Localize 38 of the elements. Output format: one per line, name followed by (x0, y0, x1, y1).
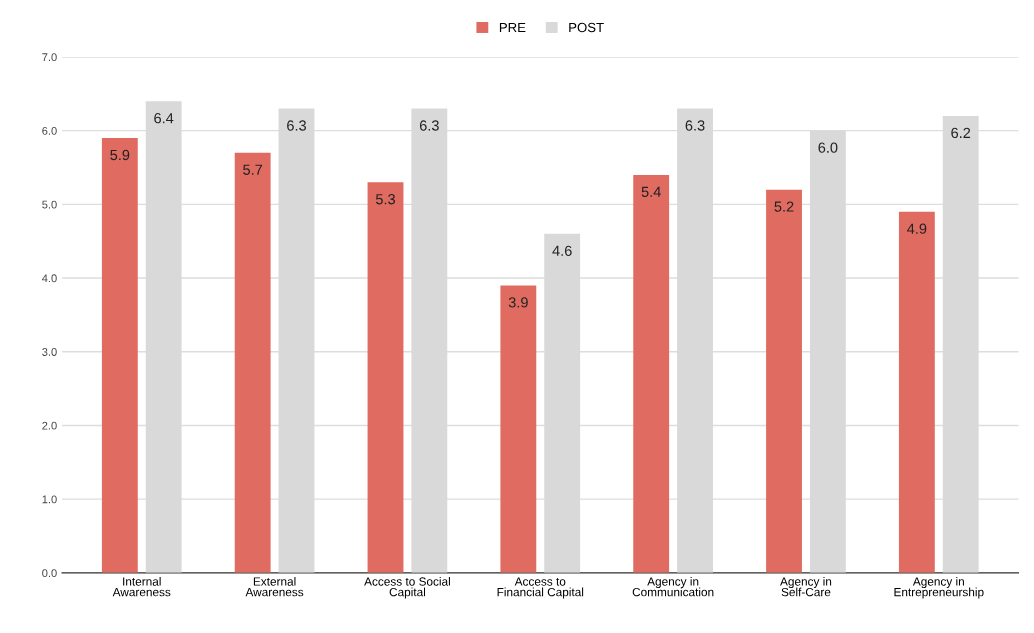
bar (766, 189, 802, 573)
legend-label: POST (569, 22, 604, 33)
x-tick-label: Access to Social Capital (364, 577, 450, 599)
data-label: 5.9 (110, 149, 130, 161)
x-tick-label: External Awareness (245, 577, 304, 597)
bar (234, 152, 271, 573)
legend-label: PRE (499, 22, 526, 33)
y-tick-label: 6.0 (42, 126, 57, 135)
data-label: 6.4 (154, 112, 174, 124)
data-label: 6.3 (419, 120, 439, 131)
y-tick-label: 1.0 (42, 495, 57, 504)
x-tick-label: Agency in Communication (632, 577, 714, 597)
x-tick-label: Access to Financial Capital (497, 577, 584, 599)
data-label: 6.2 (951, 127, 971, 139)
y-tick-label: 2.0 (42, 421, 57, 430)
data-label: 4.6 (552, 245, 572, 256)
bar (367, 182, 404, 573)
y-tick-label: 3.0 (42, 348, 57, 356)
data-label: 6.0 (818, 142, 838, 153)
data-label: 5.3 (375, 194, 395, 205)
data-label: 6.3 (287, 120, 306, 131)
data-label: 6.3 (685, 120, 705, 131)
bar (633, 174, 670, 573)
x-tick-label: Internal Awareness (112, 577, 171, 597)
y-tick-label: 4.0 (41, 274, 57, 283)
x-tick-label: Agency in Self-Care (780, 577, 832, 597)
y-tick-label: 7.0 (42, 53, 57, 62)
data-label: 3.9 (508, 297, 528, 308)
data-label: 5.4 (641, 186, 661, 198)
data-label: 5.2 (774, 201, 794, 212)
y-tick-label: 0.0 (42, 569, 57, 577)
x-tick-label: Agency in Entrepreneurship (894, 577, 984, 599)
bar (101, 138, 138, 573)
data-label: 4.9 (907, 223, 927, 234)
bar (500, 285, 537, 573)
data-label: 5.7 (243, 164, 263, 175)
y-tick-label: 5.0 (42, 200, 57, 209)
bar (898, 211, 935, 573)
